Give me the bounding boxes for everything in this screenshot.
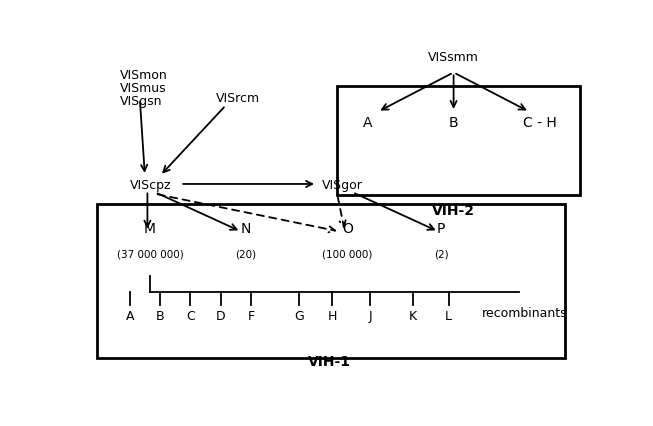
Bar: [337, 86, 580, 196]
Text: VIH-1: VIH-1: [308, 355, 351, 369]
Text: M: M: [144, 222, 156, 236]
Text: O: O: [342, 222, 353, 236]
Text: (20): (20): [236, 250, 257, 259]
Text: H: H: [327, 310, 337, 323]
Text: VIScpz: VIScpz: [130, 179, 171, 192]
Text: B: B: [156, 310, 165, 323]
Text: A: A: [363, 116, 372, 130]
Text: A: A: [125, 310, 134, 323]
Text: VISrcm: VISrcm: [215, 92, 260, 105]
Text: B: B: [449, 116, 458, 130]
Text: L: L: [445, 310, 452, 323]
Bar: [97, 204, 565, 358]
Text: VISgor: VISgor: [322, 179, 363, 192]
Text: (100 000): (100 000): [322, 250, 372, 259]
Text: G: G: [295, 310, 304, 323]
Text: VISmon: VISmon: [119, 69, 167, 82]
Text: C: C: [186, 310, 195, 323]
Text: VISsmm: VISsmm: [428, 51, 479, 64]
Text: recombinants: recombinants: [482, 307, 567, 320]
Text: (37 000 000): (37 000 000): [117, 250, 183, 259]
Text: VISgsn: VISgsn: [119, 95, 162, 108]
Text: F: F: [247, 310, 255, 323]
Text: N: N: [241, 222, 251, 236]
Text: K: K: [409, 310, 417, 323]
Text: C - H: C - H: [523, 116, 556, 130]
Text: D: D: [216, 310, 225, 323]
Text: VISmus: VISmus: [119, 82, 167, 95]
Text: (2): (2): [434, 250, 448, 259]
Text: P: P: [437, 222, 445, 236]
Text: J: J: [368, 310, 372, 323]
Text: VIH-2: VIH-2: [432, 204, 475, 218]
